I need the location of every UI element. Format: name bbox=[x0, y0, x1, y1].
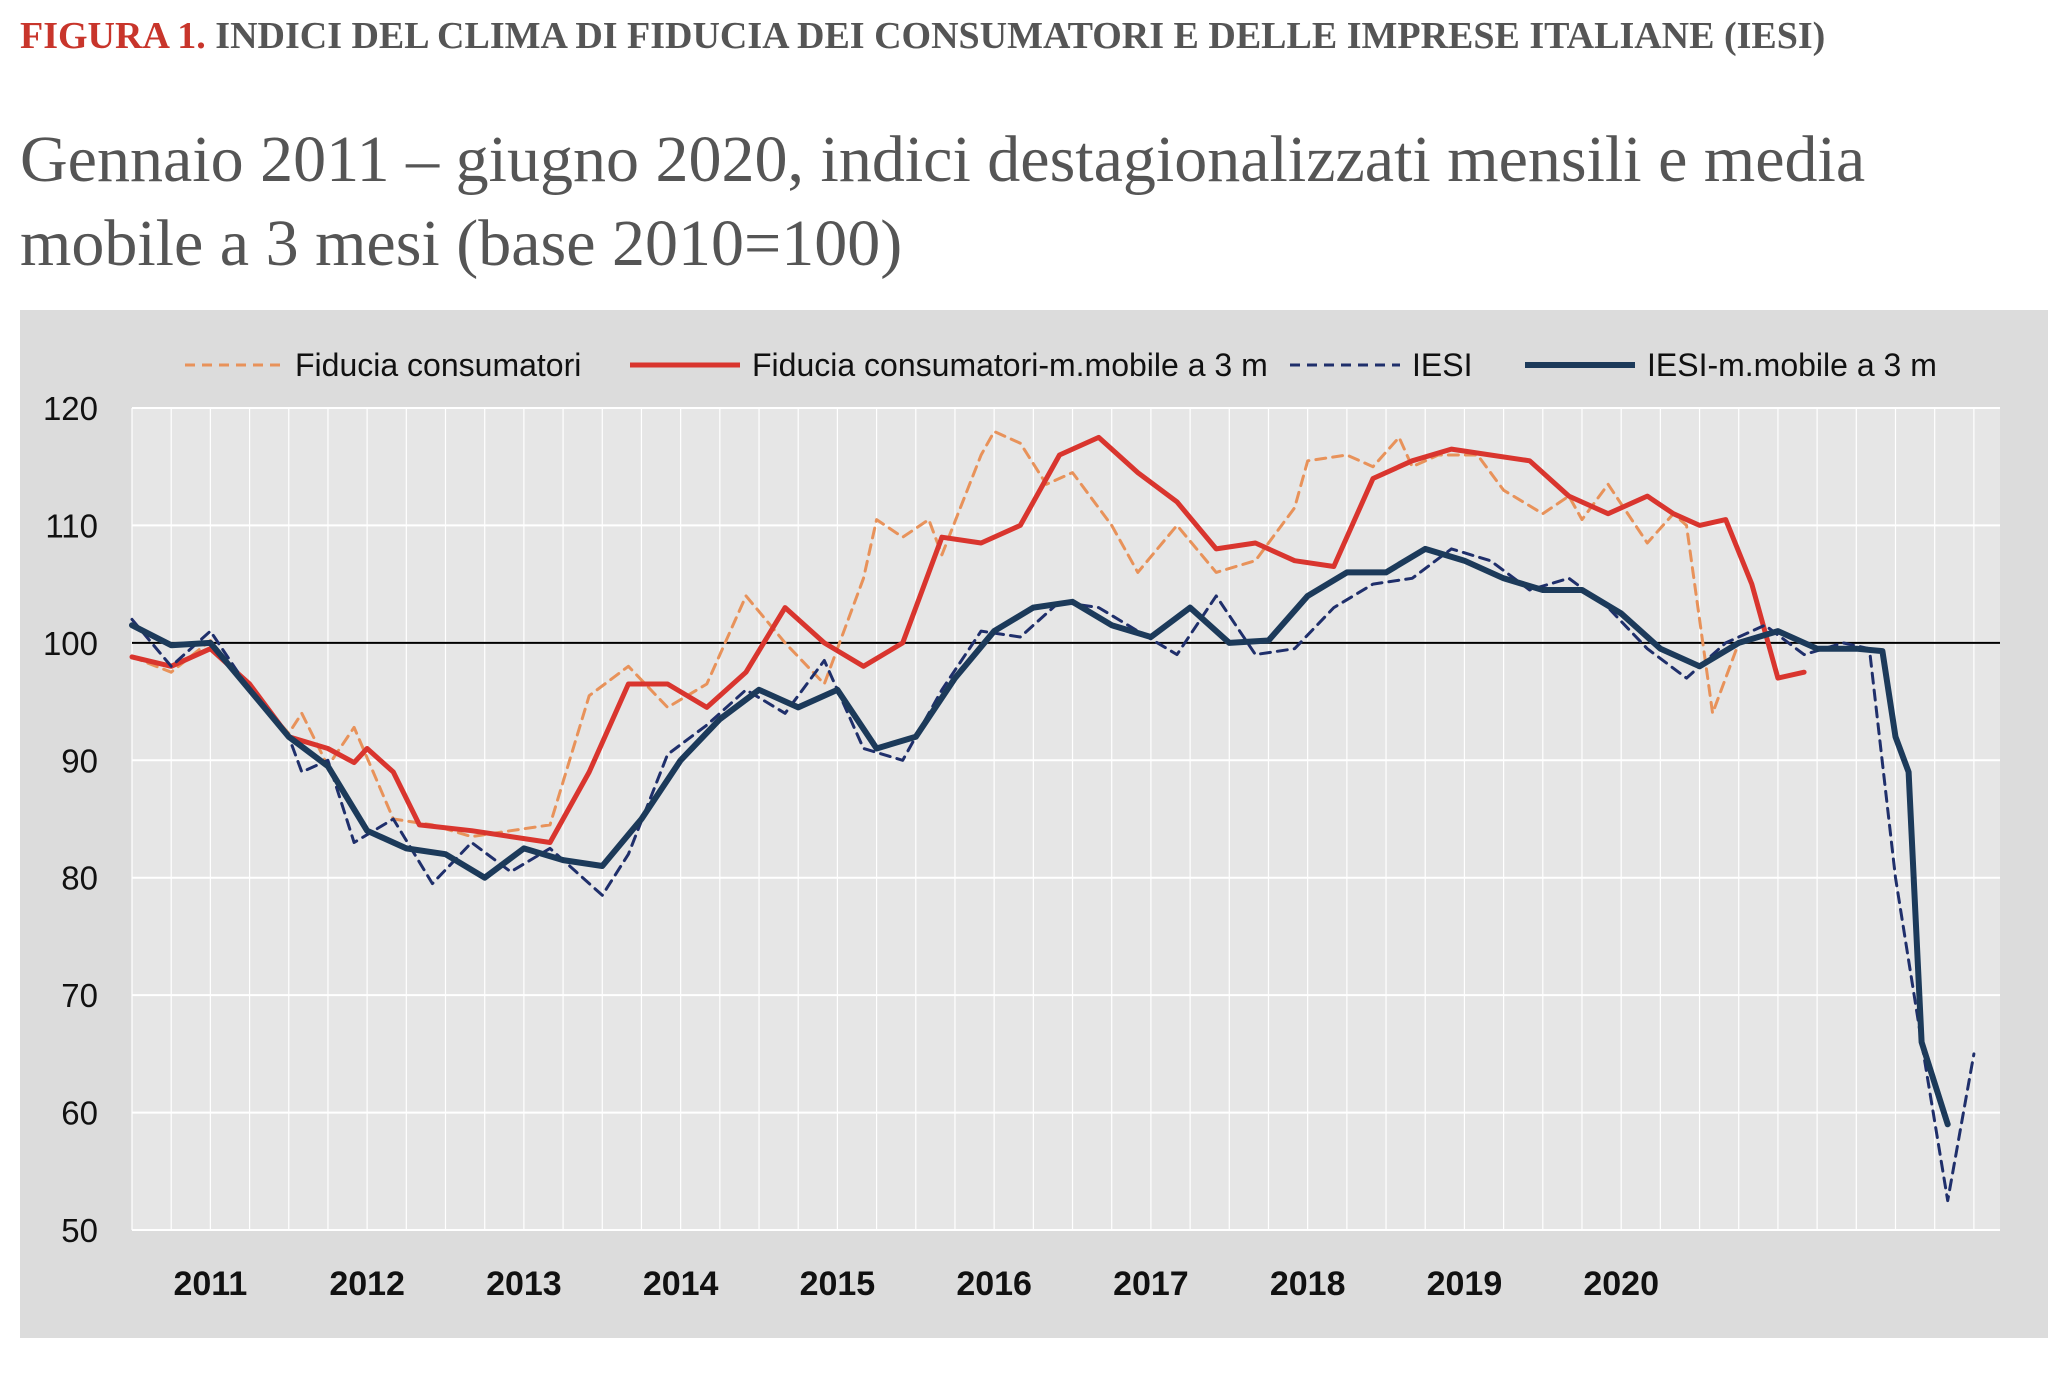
line-chart: 120 110 100 90 80 70 60 50 2011 2012 2013 2014 2015 2… bbox=[43, 347, 2000, 1303]
x-tick-label: 2014 bbox=[643, 1265, 719, 1303]
x-tick-label: 2017 bbox=[1113, 1265, 1189, 1303]
legend-label-2: Fiducia consumatori-m.mobile a 3 m bbox=[752, 347, 1268, 383]
y-tick-label: 60 bbox=[61, 1095, 98, 1132]
y-tick-label: 120 bbox=[43, 390, 98, 427]
y-tick-label: 100 bbox=[43, 625, 98, 662]
x-tick-label: 2015 bbox=[800, 1265, 876, 1303]
figure-subtitle: Gennaio 2011 – giugno 2020, indici desta… bbox=[20, 123, 1866, 280]
x-tick-label: 2013 bbox=[486, 1265, 562, 1303]
legend-label-3: IESI bbox=[1412, 347, 1472, 383]
legend-label-1: Fiducia consumatori bbox=[295, 347, 581, 383]
x-tick-label: 2020 bbox=[1583, 1265, 1659, 1303]
figure-number: FIGURA 1. bbox=[20, 15, 206, 57]
plot-area bbox=[132, 408, 2000, 1230]
figure-title: INDICI DEL CLIMA DI FIDUCIA DEI CONSUMAT… bbox=[215, 15, 1826, 57]
y-tick-label: 50 bbox=[61, 1212, 98, 1249]
x-tick-label: 2016 bbox=[956, 1265, 1032, 1303]
figure-heading: FIGURA 1. INDICI DEL CLIMA DI FIDUCIA DE… bbox=[20, 14, 2030, 58]
series-iesi-media-mobile bbox=[129, 545, 1951, 1128]
y-tick-label: 70 bbox=[61, 977, 98, 1014]
x-tick-label: 2012 bbox=[329, 1265, 405, 1303]
y-tick-label: 90 bbox=[61, 742, 98, 779]
x-tick-label: 2018 bbox=[1270, 1265, 1346, 1303]
y-tick-label: 110 bbox=[45, 507, 98, 544]
y-tick-label: 80 bbox=[61, 860, 98, 897]
legend-label-4: IESI-m.mobile a 3 m bbox=[1647, 347, 1937, 383]
series-fiducia-consumatori-media-mobile bbox=[129, 434, 1807, 845]
chart-panel: 120 110 100 90 80 70 60 50 2011 2012 2013 2014 2015 2… bbox=[20, 310, 2048, 1338]
x-tick-label: 2011 bbox=[173, 1265, 247, 1303]
x-tick-label: 2019 bbox=[1427, 1265, 1503, 1303]
